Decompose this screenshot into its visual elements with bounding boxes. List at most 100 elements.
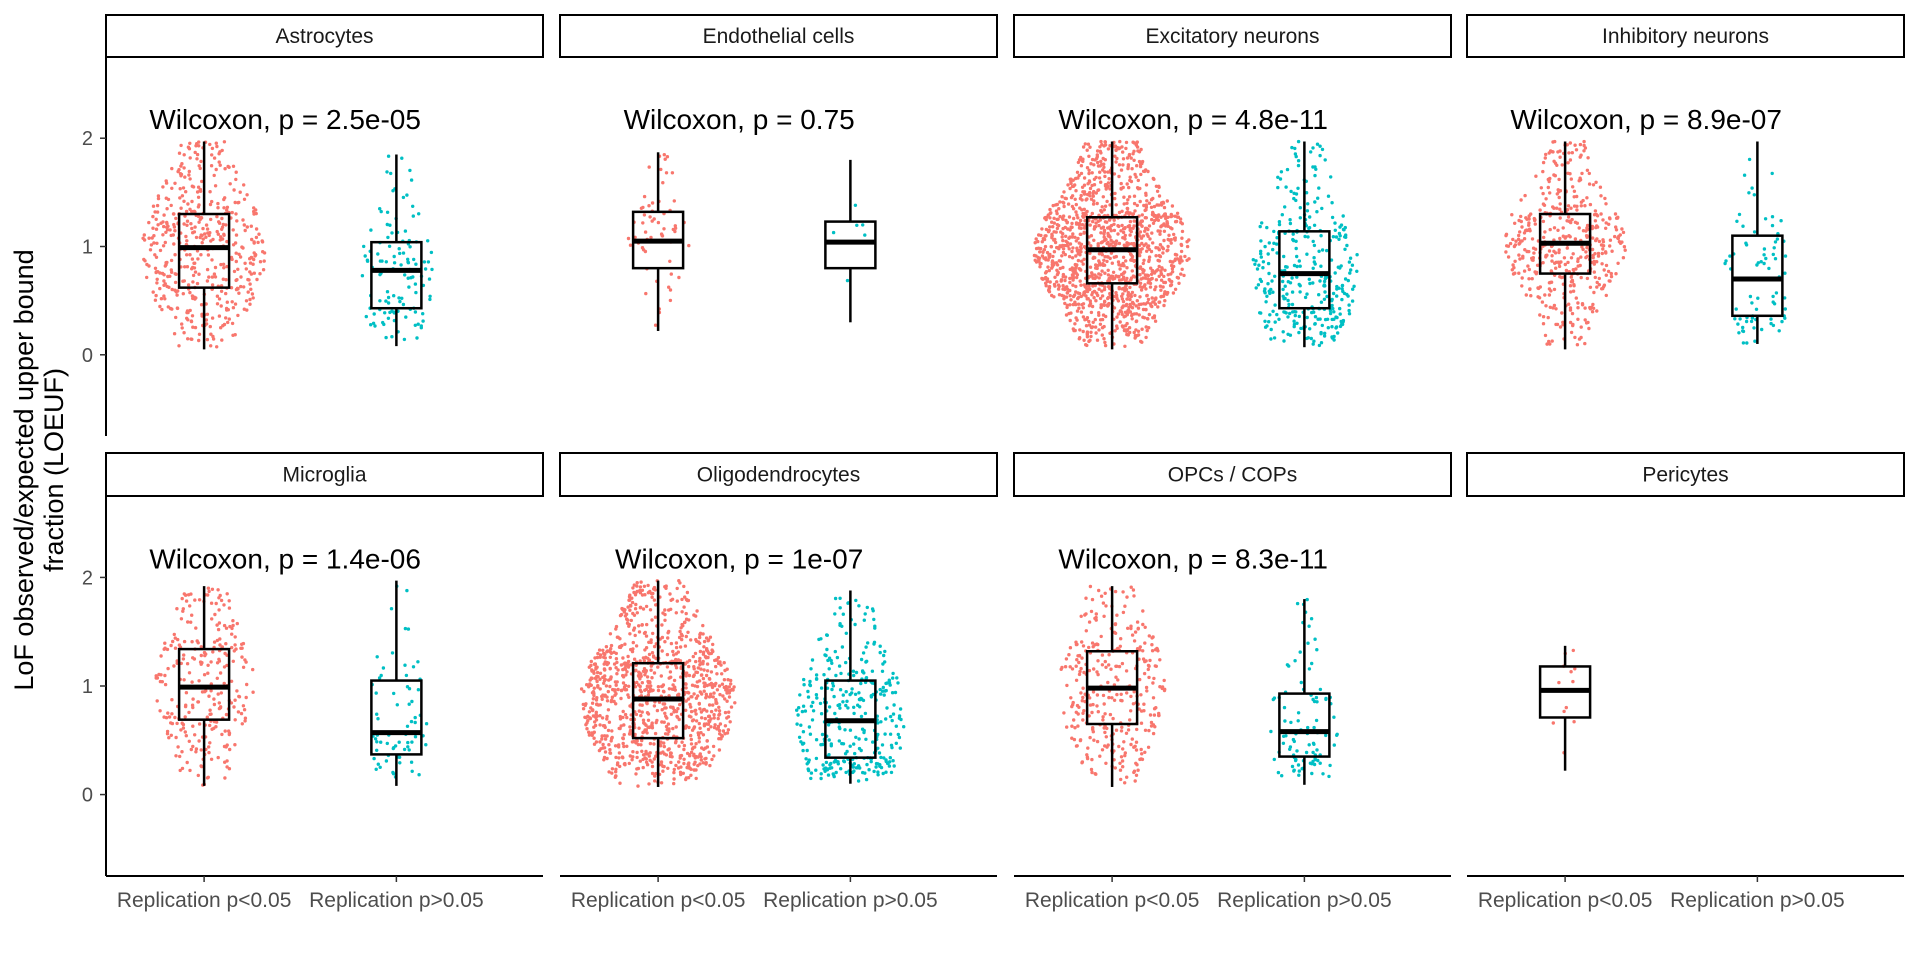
data-point [1783, 272, 1786, 275]
data-point [220, 599, 223, 602]
data-point [1572, 283, 1575, 286]
data-point [1281, 213, 1284, 216]
data-point [379, 741, 382, 744]
data-point [183, 640, 186, 643]
data-point [214, 725, 217, 728]
data-point [207, 587, 210, 590]
data-point [1263, 320, 1266, 323]
data-point [1122, 157, 1125, 160]
data-point [651, 721, 654, 724]
data-point [178, 152, 181, 155]
data-point [683, 621, 686, 624]
data-point [834, 650, 837, 653]
data-point [1082, 330, 1085, 333]
data-point [1081, 699, 1084, 702]
data-point [713, 716, 716, 719]
data-point [428, 277, 431, 280]
data-point [873, 625, 876, 628]
data-point [190, 227, 193, 230]
data-point [635, 644, 638, 647]
data-point [186, 202, 189, 205]
data-point [417, 212, 420, 215]
data-point [223, 665, 226, 668]
data-point [1548, 151, 1551, 154]
data-point [426, 239, 429, 242]
data-point [591, 734, 594, 737]
data-point [1291, 290, 1294, 293]
data-point [801, 710, 804, 713]
data-point [1092, 256, 1095, 259]
data-point [819, 702, 822, 705]
data-point [182, 222, 185, 225]
data-point [888, 681, 891, 684]
data-point [1123, 227, 1126, 230]
data-point [895, 742, 898, 745]
data-point [1146, 301, 1149, 304]
data-point [1081, 760, 1084, 763]
data-point [1070, 725, 1073, 728]
data-point [1069, 298, 1072, 301]
data-point [147, 237, 150, 240]
data-point [1100, 241, 1103, 244]
data-point [1587, 327, 1590, 330]
data-point [255, 278, 258, 281]
data-point [186, 662, 189, 665]
data-point [240, 712, 243, 715]
data-point [1101, 318, 1104, 321]
data-point [173, 253, 176, 256]
data-point [390, 607, 393, 610]
data-point [1252, 258, 1255, 261]
data-point [849, 729, 852, 732]
data-point [209, 344, 212, 347]
data-point [191, 706, 194, 709]
data-point [1091, 305, 1094, 308]
data-point [164, 683, 167, 686]
data-point [408, 748, 411, 751]
data-point [703, 722, 706, 725]
data-point [1598, 240, 1601, 243]
data-point [1104, 143, 1107, 146]
data-point [890, 771, 893, 774]
data-point [598, 749, 601, 752]
data-point [216, 295, 219, 298]
data-point [1154, 706, 1157, 709]
data-point [151, 236, 154, 239]
data-point [1048, 225, 1051, 228]
data-point [798, 693, 801, 696]
data-point [1110, 696, 1113, 699]
data-point [671, 598, 674, 601]
data-point [1098, 276, 1101, 279]
data-point [1749, 295, 1752, 298]
data-point [179, 144, 182, 147]
data-point [1143, 285, 1146, 288]
data-point [1556, 229, 1559, 232]
data-point [688, 754, 691, 757]
data-point [698, 707, 701, 710]
data-point [1154, 297, 1157, 300]
data-point [1572, 290, 1575, 293]
data-point [1145, 294, 1148, 297]
data-point [677, 766, 680, 769]
data-point [1095, 642, 1098, 645]
data-point [404, 315, 407, 318]
data-point [664, 715, 667, 718]
data-point [197, 273, 200, 276]
data-point [797, 706, 800, 709]
data-point [1084, 198, 1087, 201]
data-point [1166, 225, 1169, 228]
data-point [1132, 159, 1135, 162]
data-point [1306, 235, 1309, 238]
data-point [705, 647, 708, 650]
data-point [706, 669, 709, 672]
data-point [247, 290, 250, 293]
data-point [1745, 341, 1748, 344]
wilcoxon-annotation: Wilcoxon, p = 1e-07 [615, 543, 863, 574]
data-point [1750, 320, 1753, 323]
data-point [218, 150, 221, 153]
data-point [1177, 276, 1180, 279]
data-point [1069, 696, 1072, 699]
data-point [1115, 295, 1118, 298]
data-point [706, 739, 709, 742]
data-point [161, 233, 164, 236]
data-point [1104, 592, 1107, 595]
